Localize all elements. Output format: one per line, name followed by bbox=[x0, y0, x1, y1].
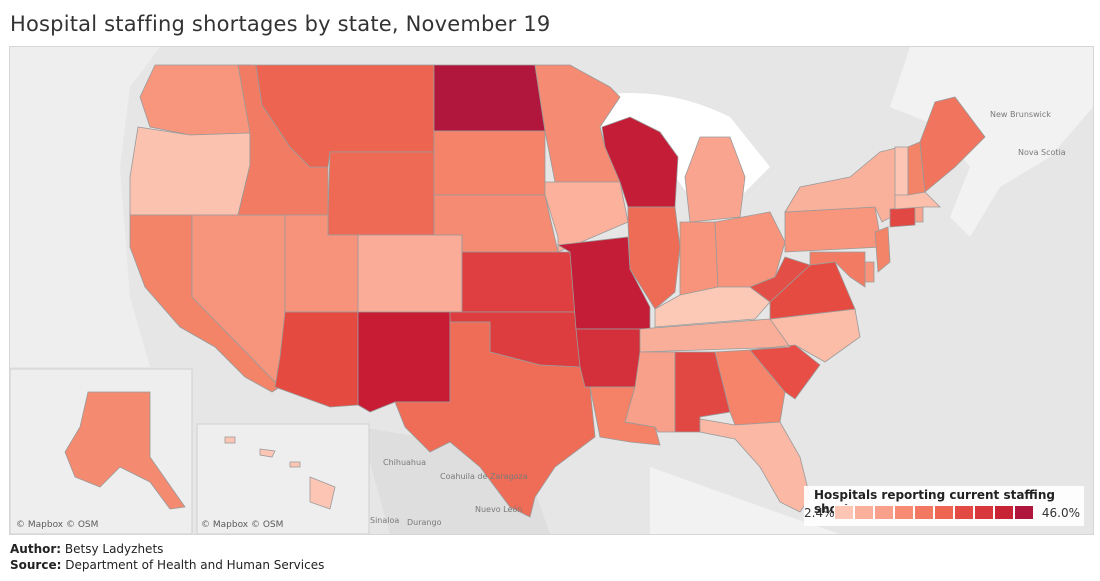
legend-max-label: 46.0% bbox=[1041, 506, 1080, 520]
legend-swatch bbox=[854, 505, 874, 520]
canada-east bbox=[890, 47, 1093, 237]
label-nova-scotia: Nova Scotia bbox=[1018, 148, 1066, 157]
state-vt[interactable] bbox=[894, 146, 909, 196]
state-in[interactable] bbox=[679, 221, 719, 296]
label-sinaloa: Sinaloa bbox=[370, 516, 399, 525]
state-de[interactable] bbox=[864, 261, 875, 283]
state-pa[interactable] bbox=[784, 206, 883, 253]
legend-swatch bbox=[874, 505, 894, 520]
state-oh[interactable] bbox=[714, 211, 786, 288]
alaska-inset bbox=[10, 368, 193, 534]
author-label: Author: bbox=[10, 542, 62, 556]
source-line: Source: Department of Health and Human S… bbox=[10, 558, 324, 572]
map-title: Hospital staffing shortages by state, No… bbox=[10, 12, 551, 36]
state-or[interactable] bbox=[129, 126, 251, 216]
map-svg[interactable]: New Brunswick Nova Scotia Chihuahua Coah… bbox=[10, 47, 1093, 534]
state-mn[interactable] bbox=[534, 64, 621, 183]
legend-swatch bbox=[894, 505, 914, 520]
state-wa[interactable] bbox=[139, 64, 251, 136]
legend-swatch bbox=[974, 505, 994, 520]
hawaii-inset bbox=[196, 423, 370, 534]
state-nd[interactable] bbox=[433, 64, 546, 132]
state-hi[interactable] bbox=[224, 436, 336, 510]
source-label: Source: bbox=[10, 558, 62, 572]
pacific-ocean bbox=[10, 47, 160, 367]
state-co[interactable] bbox=[357, 234, 463, 313]
state-wy[interactable] bbox=[327, 151, 435, 236]
state-nm[interactable] bbox=[357, 311, 451, 413]
legend-swatch bbox=[954, 505, 974, 520]
state-ct[interactable] bbox=[889, 206, 916, 228]
state-me[interactable] bbox=[919, 96, 986, 193]
label-new-brunswick: New Brunswick bbox=[990, 110, 1051, 119]
hawaii-credit: © Mapbox © OSM bbox=[201, 520, 283, 530]
gulf-of-mexico bbox=[650, 467, 840, 534]
state-md[interactable] bbox=[809, 251, 866, 288]
map-canvas[interactable]: New Brunswick Nova Scotia Chihuahua Coah… bbox=[9, 46, 1094, 535]
author-value: Betsy Ladyzhets bbox=[64, 542, 164, 556]
state-sd[interactable] bbox=[433, 130, 546, 196]
label-chihuahua: Chihuahua bbox=[383, 458, 426, 467]
alaska-credit: © Mapbox © OSM bbox=[16, 520, 98, 530]
source-value: Department of Health and Human Services bbox=[65, 558, 325, 572]
state-nc[interactable] bbox=[749, 308, 861, 363]
legend-swatch bbox=[1014, 505, 1034, 520]
state-il[interactable] bbox=[627, 206, 681, 310]
mexico-land bbox=[360, 427, 550, 534]
color-legend: Hospitals reporting current staffing sho… bbox=[804, 486, 1084, 526]
state-mo[interactable] bbox=[556, 236, 651, 330]
legend-min-label: 2.4% bbox=[804, 506, 835, 520]
state-ks[interactable] bbox=[461, 251, 577, 313]
label-durango: Durango bbox=[407, 518, 442, 527]
legend-swatch bbox=[934, 505, 954, 520]
state-wv[interactable] bbox=[749, 256, 811, 303]
label-nuevo-leon: Nuevo León bbox=[475, 504, 522, 514]
state-ak[interactable] bbox=[64, 391, 186, 510]
state-nj[interactable] bbox=[874, 226, 891, 273]
legend-color-ramp bbox=[834, 505, 1034, 520]
state-mi[interactable] bbox=[684, 136, 746, 223]
legend-swatch bbox=[914, 505, 934, 520]
author-line: Author: Betsy Ladyzhets bbox=[10, 542, 163, 556]
states-layer bbox=[129, 64, 986, 518]
legend-swatch bbox=[834, 505, 854, 520]
state-tx[interactable] bbox=[394, 321, 596, 518]
state-ri[interactable] bbox=[914, 206, 924, 223]
label-coahuila: Coahuila de Zaragoza bbox=[440, 472, 528, 481]
geo-labels: New Brunswick Nova Scotia Chihuahua Coah… bbox=[370, 110, 1066, 527]
legend-swatch bbox=[994, 505, 1014, 520]
